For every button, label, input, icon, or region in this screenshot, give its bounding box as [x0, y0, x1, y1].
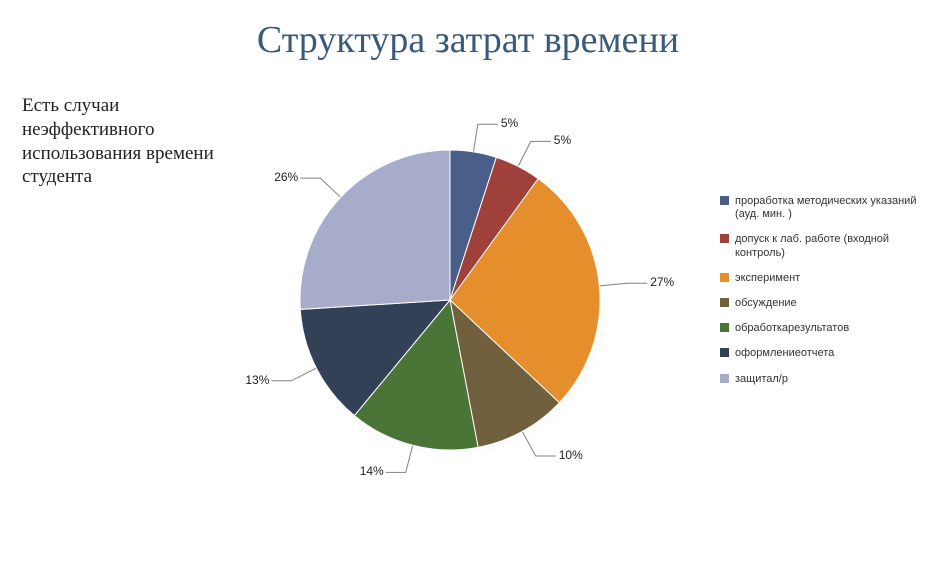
legend-swatch	[720, 348, 729, 357]
legend-item: обсуждение	[720, 297, 920, 310]
pie-svg	[300, 150, 620, 470]
legend-swatch	[720, 196, 729, 205]
slice-percent-label: 5%	[554, 133, 571, 147]
legend-swatch	[720, 234, 729, 243]
legend-label: эксперимент	[735, 272, 920, 285]
legend-label: оформлениеотчета	[735, 347, 920, 360]
slide-subtitle: Есть случаи неэффективного использования…	[22, 94, 232, 189]
legend-item: обработкарезультатов	[720, 322, 920, 335]
legend-label: обработкарезультатов	[735, 322, 920, 335]
legend-label: проработка методических указаний (ауд. м…	[735, 195, 920, 221]
slice-percent-label: 14%	[356, 464, 384, 478]
pie-chart: 5%5%27%10%14%13%26%	[240, 100, 670, 530]
slice-percent-label: 27%	[650, 275, 674, 289]
slide-title: Структура затрат времени	[0, 18, 936, 62]
legend-label: обсуждение	[735, 297, 920, 310]
legend-swatch	[720, 374, 729, 383]
legend-swatch	[720, 323, 729, 332]
legend-swatch	[720, 298, 729, 307]
legend-item: оформлениеотчета	[720, 347, 920, 360]
slice-percent-label: 26%	[270, 170, 298, 184]
slide-root: Структура затрат времени Есть случаи неэ…	[0, 0, 936, 567]
pie-slice	[300, 150, 450, 309]
legend-swatch	[720, 273, 729, 282]
leader-line	[473, 124, 497, 152]
slice-percent-label: 5%	[501, 116, 518, 130]
slice-percent-label: 13%	[241, 373, 269, 387]
legend-item: эксперимент	[720, 272, 920, 285]
legend-label: допуск к лаб. работе (входной контроль)	[735, 233, 920, 259]
legend-label: защитал/р	[735, 373, 920, 386]
slice-percent-label: 10%	[559, 448, 583, 462]
legend-item: проработка методических указаний (ауд. м…	[720, 195, 920, 221]
legend-item: допуск к лаб. работе (входной контроль)	[720, 233, 920, 259]
legend: проработка методических указаний (ауд. м…	[720, 195, 920, 398]
legend-item: защитал/р	[720, 373, 920, 386]
